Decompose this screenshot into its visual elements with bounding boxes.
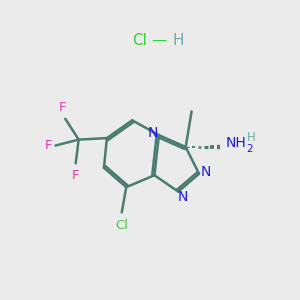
- Text: NH: NH: [226, 136, 247, 151]
- Text: F: F: [58, 101, 66, 114]
- Text: F: F: [44, 139, 52, 152]
- Text: N: N: [147, 126, 158, 140]
- Text: —: —: [151, 32, 166, 47]
- Text: H: H: [172, 32, 184, 47]
- Text: N: N: [178, 190, 188, 204]
- Text: N: N: [200, 165, 211, 179]
- Text: Cl: Cl: [115, 219, 128, 232]
- Text: Cl: Cl: [132, 32, 147, 47]
- Text: H: H: [247, 131, 256, 144]
- Text: 2: 2: [246, 143, 253, 154]
- Text: F: F: [72, 169, 80, 182]
